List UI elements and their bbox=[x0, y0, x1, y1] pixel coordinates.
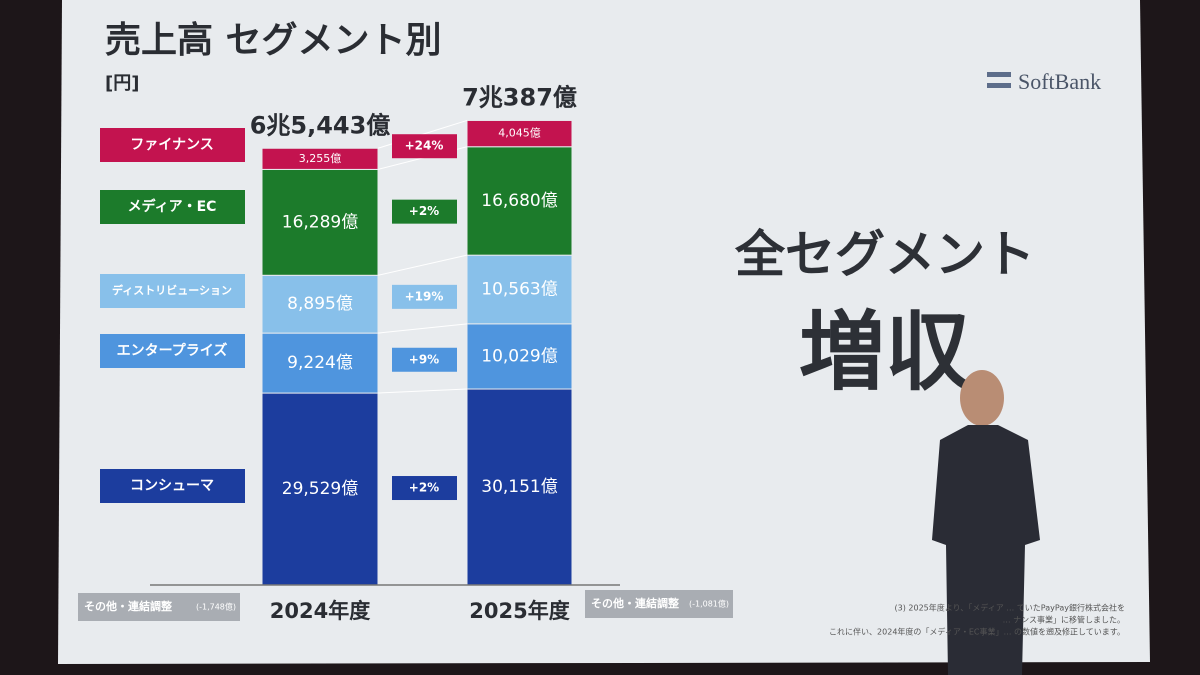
total-label: 7兆387億 bbox=[462, 83, 577, 111]
growth-label: +2% bbox=[409, 204, 439, 218]
growth-badge bbox=[392, 476, 457, 501]
footnote: (3) 2025年度より、「メディア … ていたPayPay銀行株式会社を … ナ… bbox=[829, 603, 1125, 637]
connector bbox=[377, 388, 468, 394]
adjustment-badge bbox=[78, 593, 240, 621]
speaker-head bbox=[960, 370, 1004, 426]
total-label: 6兆5,443億 bbox=[250, 111, 391, 139]
growth-badge bbox=[392, 347, 457, 372]
x-tick-label: 2025年度 bbox=[469, 599, 569, 623]
adjustment-label: その他・連結調整 bbox=[591, 596, 679, 610]
unit-label: [円] bbox=[105, 73, 139, 94]
bar-segment bbox=[466, 146, 573, 256]
value-label: 30,151億 bbox=[481, 477, 557, 497]
value-label: 9,224億 bbox=[287, 353, 353, 373]
legend-swatch bbox=[100, 190, 245, 224]
growth-badge bbox=[392, 134, 457, 159]
value-label: 10,029億 bbox=[481, 346, 557, 366]
growth-label: +24% bbox=[405, 139, 444, 153]
connector bbox=[377, 323, 468, 334]
brand: SoftBank bbox=[1018, 69, 1101, 94]
bar-segment bbox=[466, 254, 573, 325]
growth-badge bbox=[392, 199, 457, 224]
brand-mark bbox=[987, 72, 1011, 77]
value-label: 29,529億 bbox=[282, 479, 358, 499]
headline-big: 増収 bbox=[799, 302, 971, 402]
value-label: 10,563億 bbox=[481, 280, 557, 300]
adjustment-label: その他・連結調整 bbox=[84, 599, 172, 613]
footnote-line: (3) 2025年度より、「メディア … ていたPayPay銀行株式会社を bbox=[895, 603, 1125, 613]
x-tick-label: 2024年度 bbox=[270, 599, 370, 623]
adjustment-badge bbox=[585, 590, 733, 618]
legend-swatch bbox=[100, 128, 245, 162]
bar-segment bbox=[261, 274, 379, 334]
bar-segment bbox=[261, 168, 379, 276]
legend-swatch bbox=[100, 274, 245, 308]
bar-segment bbox=[261, 147, 379, 170]
speaker bbox=[932, 370, 1040, 675]
growth-label: +9% bbox=[409, 352, 439, 366]
bar-segment bbox=[261, 392, 379, 586]
footnote-line: … ナンス事業」に移管しました。 bbox=[1003, 615, 1125, 625]
legend-swatch bbox=[100, 469, 245, 503]
bar-segment bbox=[466, 323, 573, 390]
legend-label: メディア・EC bbox=[128, 198, 217, 215]
chart-title: 売上高 セグメント別 bbox=[105, 20, 442, 61]
brand-mark bbox=[987, 83, 1011, 88]
value-label: 3,255億 bbox=[299, 152, 342, 165]
bar-segment bbox=[466, 119, 573, 148]
bar-segment bbox=[261, 332, 379, 394]
footnote-line: これに伴い、2024年度の「メディア・EC事業」… の数値を遡及修正しています。 bbox=[829, 627, 1125, 637]
legend-swatch bbox=[100, 334, 245, 368]
legend-label: ディストリビューション bbox=[112, 283, 232, 297]
adjustment-value: (-1,748億) bbox=[196, 602, 236, 612]
growth-label: +2% bbox=[409, 481, 439, 495]
speaker-body bbox=[932, 425, 1040, 675]
value-label: 8,895億 bbox=[287, 294, 353, 314]
headline: 全セグメント bbox=[734, 226, 1035, 284]
connector bbox=[377, 254, 468, 276]
bar-segment bbox=[466, 388, 573, 586]
adjustment-value: (-1,081億) bbox=[689, 599, 729, 609]
growth-badge bbox=[392, 284, 457, 309]
legend-label: コンシューマ bbox=[130, 478, 214, 494]
legend-label: ファイナンス bbox=[130, 137, 213, 153]
value-label: 4,045億 bbox=[498, 127, 541, 140]
growth-label: +19% bbox=[405, 289, 444, 303]
value-label: 16,289億 bbox=[282, 212, 358, 232]
value-label: 16,680億 bbox=[481, 191, 557, 211]
legend-label: エンタープライズ bbox=[117, 342, 228, 359]
